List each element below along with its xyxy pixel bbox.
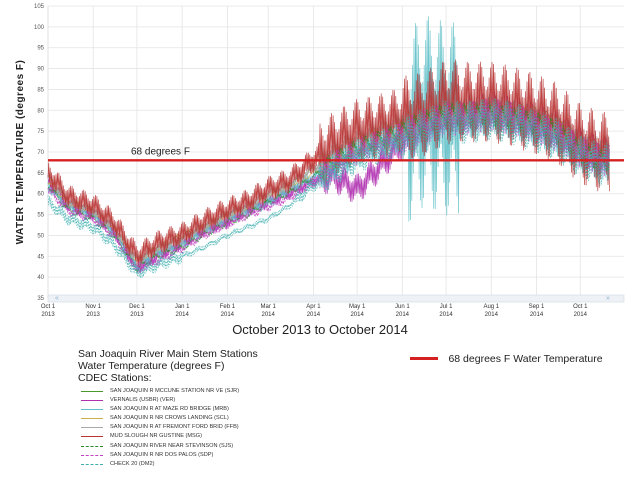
x-tick-label: Nov 1 — [85, 304, 101, 310]
y-tick-label: 75 — [37, 129, 44, 135]
legend-label: SAN JOAQUIN RIVER NEAR STEVINSON (SJS) — [110, 442, 234, 449]
legend-label: SAN JOAQUIN R AT FREMONT FORD BRID (FFB) — [110, 424, 239, 431]
y-tick-label: 40 — [37, 275, 44, 281]
legend-label: SAN JOAQUIN R NR DOS PALOS (SDP) — [110, 451, 214, 458]
legend-swatch — [81, 409, 103, 411]
series-legend: San Joaquin River Main Stem Stations Wat… — [78, 348, 378, 469]
x-tick-label: Mar 1 — [261, 304, 277, 310]
x-tick-year-label: 2014 — [175, 312, 189, 318]
legend-entries: SAN JOAQUIN R MCCUNE STATION NR VE (SJR)… — [78, 387, 378, 469]
x-axis-title: October 2013 to October 2014 — [232, 322, 408, 337]
x-tick-year-label: 2014 — [221, 312, 235, 318]
x-tick-label: Jan 1 — [175, 304, 190, 310]
navigator-right-arrow-icon[interactable]: » — [606, 295, 610, 302]
x-tick-year-label: 2014 — [396, 312, 410, 318]
legend-entry: CHECK 20 (DM2) — [78, 460, 378, 469]
y-tick-label: 85 — [37, 87, 44, 93]
grid — [47, 5, 625, 303]
legend-entry: SAN JOAQUIN RIVER NEAR STEVINSON (SJS) — [78, 442, 378, 451]
y-tick-label: 50 — [37, 233, 44, 239]
reference-legend: 68 degrees F Water Temperature — [410, 350, 603, 368]
legend-swatch — [81, 400, 103, 402]
y-axis-title: WATER TEMPERATURE (degrees F) — [15, 60, 26, 245]
legend-stations-heading: CDEC Stations: — [78, 372, 152, 384]
legend-swatch — [81, 436, 103, 438]
x-tick-label: Dec 1 — [129, 304, 145, 310]
x-tick-label: Aug 1 — [483, 304, 499, 310]
legend-swatch — [81, 418, 103, 420]
legend-label: CHECK 20 (DM2) — [110, 460, 155, 467]
y-tick-label: 45 — [37, 254, 44, 260]
legend-entry: SAN JOAQUIN R MCCUNE STATION NR VE (SJR) — [78, 387, 378, 396]
x-tick-label: May 1 — [349, 304, 366, 310]
x-tick-label: Oct 1 — [41, 304, 56, 310]
legend-label: MUD SLOUGH NR GUSTINE (MSG) — [110, 433, 202, 440]
x-tick-year-label: 2014 — [439, 312, 453, 318]
x-tick-label: Jul 1 — [440, 304, 453, 310]
x-tick-label: Jun 1 — [395, 304, 410, 310]
y-tick-label: 70 — [37, 150, 44, 156]
legend-entry: SAN JOAQUIN R AT FREMONT FORD BRID (FFB) — [78, 423, 378, 432]
reference-legend-label: 68 degrees F Water Temperature — [448, 352, 603, 365]
x-tick-label: Apr 1 — [306, 304, 321, 310]
navigator-bar — [47, 294, 625, 303]
legend-entry: SAN JOAQUIN R NR DOS PALOS (SDP) — [78, 451, 378, 460]
x-tick-year-label: 2014 — [574, 312, 588, 318]
legend-swatch — [81, 391, 103, 392]
x-tick-label: Oct 1 — [573, 304, 588, 310]
x-tick-year-label: 2014 — [262, 312, 276, 318]
y-tick-label: 100 — [34, 25, 45, 31]
legend-swatch — [81, 454, 103, 456]
y-tick-label: 60 — [37, 192, 44, 198]
y-tick-label: 65 — [37, 171, 44, 177]
y-tick-label: 95 — [37, 46, 44, 52]
legend-title: San Joaquin River Main Stem Stations — [78, 348, 258, 360]
legend-label: SAN JOAQUIN R MCCUNE STATION NR VE (SJR) — [110, 388, 240, 394]
legend-swatch — [81, 445, 103, 447]
y-tick-label: 80 — [37, 108, 44, 114]
legend-label: SAN JOAQUIN R NR CROWS LANDING (SCL) — [110, 415, 229, 422]
x-tick-label: Sep 1 — [529, 304, 545, 310]
x-tick-labels: Oct 1 2013 Nov 1 2013 Dec 1 2013 Jan 1 2014 Feb … — [41, 304, 588, 318]
series-line — [47, 97, 610, 279]
legend-entry: VERNALIS (USBR) (VER) — [78, 396, 378, 405]
navigator-left-arrow-icon[interactable]: « — [55, 295, 59, 302]
x-tick-year-label: 2014 — [530, 312, 544, 318]
legend-swatch — [81, 463, 103, 465]
legend-swatch — [81, 427, 103, 429]
legend-entry: SAN JOAQUIN R NR CROWS LANDING (SCL) — [78, 414, 378, 423]
x-tick-year-label: 2014 — [350, 312, 364, 318]
reference-legend-swatch — [410, 357, 438, 361]
legend-entry: MUD SLOUGH NR GUSTINE (MSG) — [78, 432, 378, 441]
y-tick-label: 55 — [37, 213, 44, 219]
x-tick-year-label: 2013 — [87, 312, 101, 318]
x-tick-label: Feb 1 — [220, 304, 236, 310]
legend-label: SAN JOAQUIN R AT MAZE RD BRIDGE (MRB) — [110, 406, 229, 413]
x-tick-year-label: 2014 — [485, 312, 499, 318]
y-tick-labels: 35 40 45 50 55 60 65 70 75 80 85 90 95 100 105 — [34, 4, 45, 302]
x-tick-year-label: 2013 — [41, 312, 55, 318]
legend-label: VERNALIS (USBR) (VER) — [110, 397, 176, 404]
x-tick-year-label: 2013 — [130, 312, 144, 318]
legend-subtitle: Water Temperature (degrees F) — [78, 360, 225, 372]
reference-line-label: 68 degrees F — [131, 146, 190, 157]
y-tick-label: 90 — [37, 67, 44, 73]
y-tick-label: 35 — [37, 296, 44, 302]
legend-entry: SAN JOAQUIN R AT MAZE RD BRIDGE (MRB) — [78, 405, 378, 414]
x-tick-year-label: 2014 — [307, 312, 321, 318]
series-line — [47, 59, 610, 268]
y-tick-label: 105 — [34, 4, 45, 10]
